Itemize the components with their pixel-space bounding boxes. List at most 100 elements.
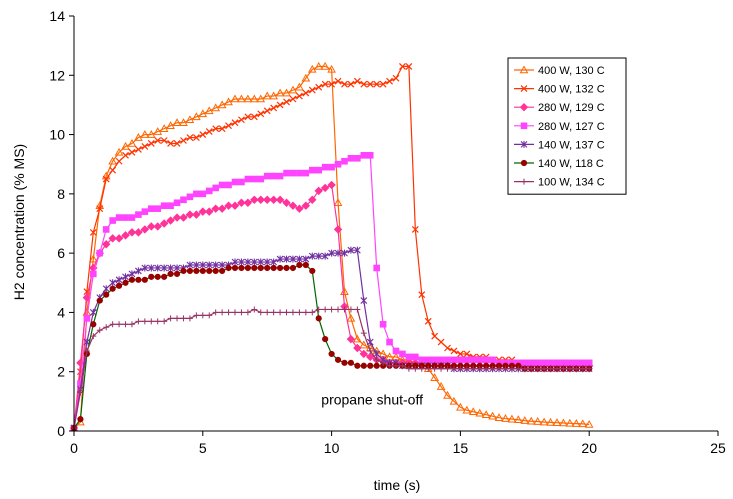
data-point (418, 365, 425, 372)
data-point (244, 113, 252, 121)
data-point (521, 359, 529, 367)
data-point (449, 396, 459, 405)
data-point (257, 309, 264, 316)
x-tick-label: 0 (70, 440, 78, 456)
data-point (346, 334, 356, 344)
data-point (173, 270, 181, 277)
data-point (122, 279, 129, 286)
data-point (456, 402, 465, 411)
data-point (167, 270, 174, 277)
data-point (206, 312, 213, 319)
data-point (315, 166, 323, 174)
data-point (140, 225, 150, 234)
data-point (559, 418, 568, 427)
data-point (328, 249, 335, 257)
data-point (412, 353, 419, 361)
legend-marker (519, 65, 529, 74)
data-point (320, 183, 330, 193)
data-point (153, 222, 162, 231)
data-point (147, 140, 155, 147)
data-point (205, 207, 214, 216)
y-tick-label: 10 (49, 127, 65, 143)
y-tick-label: 14 (49, 8, 65, 24)
y-tick-label: 2 (57, 364, 65, 380)
data-point (161, 318, 168, 325)
data-point (230, 201, 240, 210)
data-point (264, 309, 271, 316)
data-point (425, 365, 432, 372)
data-point (206, 267, 213, 275)
data-point (180, 137, 187, 144)
data-point (475, 408, 485, 417)
data-point (359, 340, 369, 349)
data-point (309, 267, 316, 275)
data-point (101, 240, 111, 249)
data-point (547, 359, 554, 367)
data-point (328, 80, 336, 88)
data-point (289, 95, 297, 103)
y-tick-label: 8 (57, 186, 65, 202)
data-point (146, 130, 156, 138)
data-point (154, 137, 162, 144)
data-point (520, 416, 530, 424)
data-point (199, 312, 206, 319)
data-point (341, 157, 348, 165)
data-point (212, 261, 220, 269)
data-point (134, 133, 143, 141)
data-point (296, 309, 303, 316)
data-point (172, 213, 182, 222)
data-point (386, 362, 393, 369)
data-point (334, 160, 342, 168)
data-point (276, 101, 284, 109)
data-point (579, 359, 587, 367)
legend-marker (519, 102, 529, 112)
data-point (534, 365, 541, 372)
data-point (444, 344, 451, 352)
axes: 0 5 10 15 20 25 0 2 4 6 8 10 12 14 (49, 8, 726, 456)
data-point (457, 365, 464, 372)
data-point (269, 195, 278, 204)
data-point (566, 365, 573, 372)
data-point (102, 175, 110, 183)
data-point (128, 214, 136, 221)
data-point (302, 169, 310, 177)
data-point (309, 309, 316, 316)
data-point (257, 175, 265, 183)
data-point (334, 77, 342, 85)
y-axis-label: H2 concentration (% MS) (11, 144, 27, 300)
data-point (322, 336, 329, 343)
data-point (468, 407, 478, 416)
data-point (560, 359, 567, 367)
data-point (315, 252, 323, 260)
data-point (185, 115, 195, 124)
data-point (508, 365, 515, 372)
data-point (514, 415, 523, 424)
data-point (359, 349, 369, 359)
legend-label: 140 W, 118 C (538, 158, 604, 170)
data-point (288, 85, 298, 94)
data-point (521, 365, 528, 372)
data-point (205, 261, 213, 269)
legend-marker (520, 122, 528, 130)
data-point (102, 226, 110, 233)
data-point (481, 410, 491, 418)
data-point (283, 264, 290, 272)
data-point (333, 225, 343, 234)
data-point (302, 309, 309, 316)
data-point (90, 270, 97, 278)
data-point (128, 270, 136, 278)
data-point (586, 365, 593, 372)
data-point (573, 359, 580, 367)
data-point (90, 333, 97, 340)
data-point (424, 317, 432, 325)
data-point (185, 210, 195, 219)
legend-item: 280 W, 129 C (514, 102, 605, 114)
series-1 (69, 61, 594, 432)
data-point (346, 313, 356, 322)
data-point (315, 315, 322, 322)
data-point (578, 419, 588, 428)
data-point (483, 365, 490, 372)
data-point (366, 80, 374, 88)
data-point (128, 321, 135, 328)
